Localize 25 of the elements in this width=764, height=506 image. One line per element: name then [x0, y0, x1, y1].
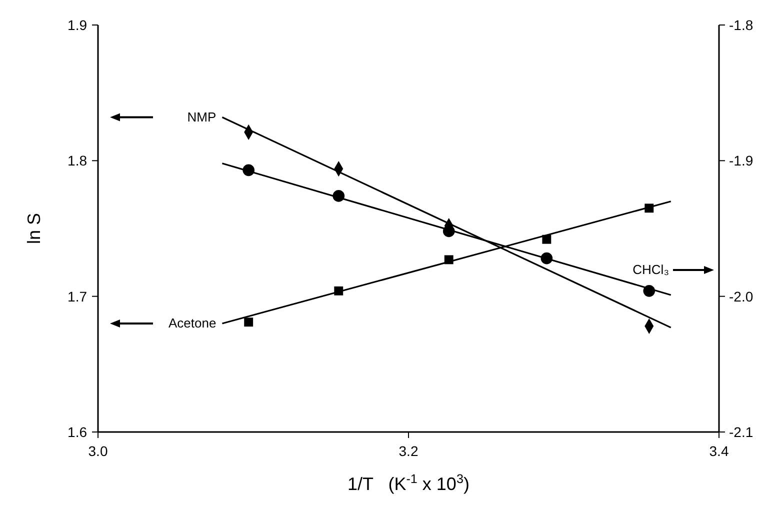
point [444, 255, 454, 264]
y-axis-title: ln S [24, 212, 44, 244]
point [542, 234, 552, 244]
y2-tick-label: -2.1 [729, 424, 754, 440]
x-tick-label: 3.0 [88, 443, 108, 459]
series-label: CHCl₃ [632, 262, 669, 277]
x-axis-title: 1/T (K$^{-1}$ x 10$^{3}$) [348, 472, 470, 494]
y-tick-label: 1.9 [68, 17, 88, 33]
x-tick-label: 3.4 [709, 443, 729, 459]
series-label: NMP [187, 109, 216, 124]
point [244, 318, 254, 327]
y2-tick-label: -1.9 [729, 152, 754, 169]
y-tick-label: 1.8 [68, 152, 88, 169]
point [332, 190, 345, 202]
y-tick-label: 1.6 [68, 424, 88, 440]
point [643, 285, 656, 297]
point [334, 286, 344, 296]
point [242, 164, 255, 176]
y2-tick-label: -1.8 [729, 17, 754, 33]
point [644, 204, 654, 213]
y-tick-label: 1.7 [68, 288, 88, 304]
x-tick-label: 3.2 [398, 443, 418, 459]
legend-label: Acetone [168, 315, 216, 330]
point [540, 252, 553, 264]
y2-tick-label: -2.0 [729, 288, 754, 304]
